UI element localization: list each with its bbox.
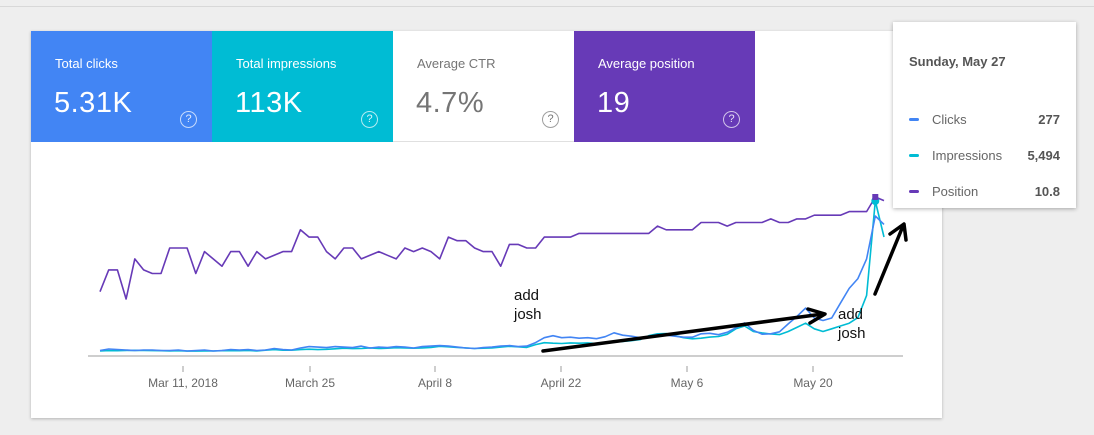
metric-total-impressions[interactable]: Total impressions 113K ? [212, 31, 393, 142]
tooltip-row-impressions: Impressions 5,494 [909, 148, 1060, 164]
annotation-add-josh-1: add josh [514, 287, 542, 323]
metric-value: 4.7% [416, 87, 485, 119]
x-axis-tick-label: May 20 [793, 376, 833, 390]
annotation-add-josh-2: add josh [838, 306, 866, 342]
help-icon[interactable]: ? [361, 111, 378, 128]
tooltip-row-value: 277 [1038, 112, 1060, 127]
metric-total-clicks[interactable]: Total clicks 5.31K ? [31, 31, 212, 142]
annotation-arrow-line [541, 312, 825, 353]
chart-tooltip: Sunday, May 27 Clicks 277 Impressions 5,… [893, 22, 1076, 208]
top-divider [0, 6, 1094, 7]
tooltip-row-clicks: Clicks 277 [909, 112, 1060, 128]
tooltip-row-value: 5,494 [1027, 148, 1060, 163]
help-icon[interactable]: ? [723, 111, 740, 128]
tooltip-row-name: Position [932, 184, 979, 199]
series-line-impressions [99, 200, 885, 352]
tooltip-row-position: Position 10.8 [909, 184, 1060, 200]
x-axis-tick-label: March 25 [285, 376, 335, 390]
annotation-arrow-line [873, 224, 905, 296]
x-axis-tick-label: April 22 [541, 376, 582, 390]
series-line-position [99, 196, 885, 300]
metric-label: Average position [598, 56, 695, 71]
tooltip-date: Sunday, May 27 [909, 54, 1006, 69]
performance-card: Total clicks 5.31K ? Total impressions 1… [31, 31, 942, 418]
hover-point-position [872, 194, 879, 200]
metric-value: 19 [597, 87, 631, 119]
series-line-clicks [99, 215, 885, 352]
metric-label: Average CTR [417, 56, 496, 71]
metric-average-position[interactable]: Average position 19 ? [574, 31, 755, 142]
impressions-legend-dot [909, 154, 919, 157]
metric-average-ctr[interactable]: Average CTR 4.7% ? [393, 31, 574, 142]
metric-value: 113K [235, 87, 303, 119]
metric-value: 5.31K [54, 87, 133, 119]
x-axis-tick-label: April 8 [418, 376, 452, 390]
x-axis-tick-label: Mar 11, 2018 [148, 376, 218, 390]
tooltip-row-name: Clicks [932, 112, 967, 127]
annotation-arrow-head [888, 222, 908, 242]
x-axis-tick-label: May 6 [671, 376, 704, 390]
help-icon[interactable]: ? [180, 111, 197, 128]
tooltip-row-value: 10.8 [1034, 184, 1060, 199]
tooltip-row-name: Impressions [932, 148, 1003, 163]
metric-label: Total clicks [55, 56, 118, 71]
metric-label: Total impressions [236, 56, 337, 71]
annotation-arrow-head [806, 307, 827, 325]
help-icon[interactable]: ? [542, 111, 559, 128]
clicks-legend-dot [909, 118, 919, 121]
position-legend-dot [909, 190, 919, 193]
